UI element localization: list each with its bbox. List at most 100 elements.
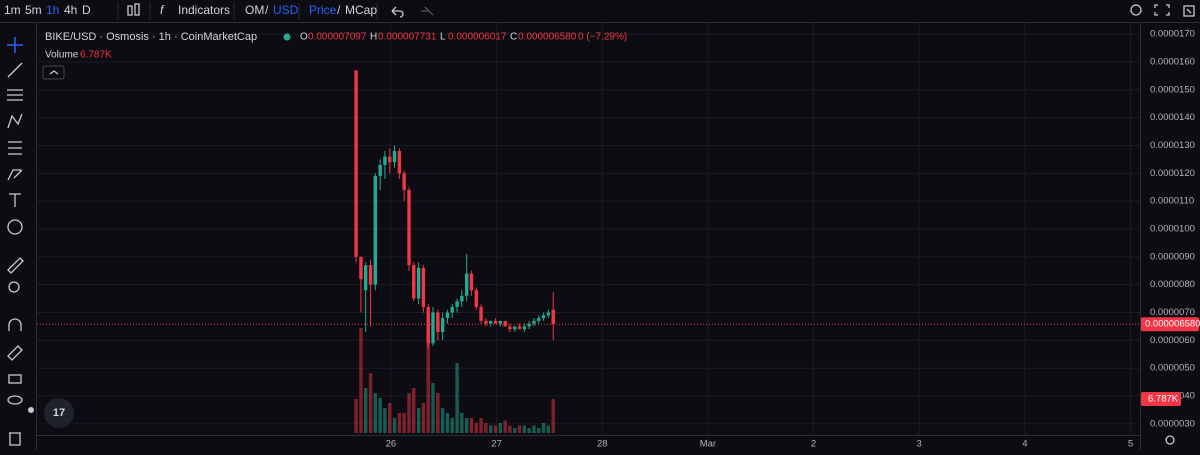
volume-bar <box>397 413 402 433</box>
y-tick-label: 0.0000110 <box>1150 196 1194 207</box>
collapse-button[interactable] <box>42 65 65 80</box>
candle-body <box>392 151 397 163</box>
snapshot-button[interactable] <box>1183 5 1195 17</box>
chart-title: BIKE/USD · Osmosis · 1h · CoinMarketCap <box>45 31 257 43</box>
volume-bar <box>426 328 430 433</box>
scroll-button[interactable] <box>28 407 34 413</box>
interval-button[interactable]: 1m <box>4 3 21 17</box>
volume-bar <box>546 425 551 433</box>
interval-button[interactable]: 5m <box>25 3 42 17</box>
interval-button[interactable]: 4h <box>64 3 77 17</box>
volume-bar <box>440 408 445 433</box>
interval-button[interactable]: D <box>82 3 91 17</box>
candle-body <box>416 267 421 299</box>
candle-body <box>445 312 450 319</box>
volume-bar <box>527 428 531 433</box>
delete-tool[interactable] <box>9 432 21 446</box>
candle-body <box>354 70 358 257</box>
zoom-tool[interactable] <box>8 281 20 293</box>
candle-body <box>368 265 373 285</box>
candle-body <box>412 265 416 299</box>
candle-type-button[interactable] <box>127 3 140 16</box>
separator-text: / <box>337 3 341 17</box>
price-mode[interactable]: Price <box>309 3 337 17</box>
candle-body <box>541 315 546 319</box>
mcap-mode[interactable]: MCap <box>345 3 377 17</box>
separator-text: / <box>265 3 269 17</box>
candle-body <box>431 312 435 344</box>
candle-body <box>450 306 454 313</box>
settings-button[interactable] <box>1130 4 1142 16</box>
stay-drawing-tool[interactable] <box>7 345 23 361</box>
volume-bar <box>493 425 498 433</box>
volume-bar <box>388 403 392 433</box>
candle-body <box>537 318 541 321</box>
volume-title: Volume <box>45 50 79 61</box>
y-tick-label: 0.0000140 <box>1150 112 1195 123</box>
candle-body <box>388 156 392 163</box>
volume-badge <box>1141 392 1181 406</box>
candle-body <box>493 320 498 324</box>
volume-bar <box>412 388 416 433</box>
volume-bar <box>488 425 493 433</box>
interval-button[interactable]: 1h <box>46 3 59 17</box>
ohlc-value: 0.000006580 <box>518 32 577 43</box>
candle-body <box>488 320 493 324</box>
candle-body <box>455 301 459 307</box>
ruler-tool[interactable] <box>7 257 24 274</box>
y-tick-label: 0.0000100 <box>1150 224 1195 235</box>
y-tick-label: 0.0000130 <box>1150 140 1195 151</box>
trendline-tool[interactable] <box>7 62 23 78</box>
candle-body <box>503 320 507 327</box>
volume-bar <box>464 418 469 433</box>
y-tick-label: 0.0000060 <box>1150 335 1195 346</box>
drawing-tools <box>7 37 24 446</box>
volume-bar <box>474 423 478 433</box>
brush-tool[interactable] <box>7 169 23 181</box>
fib-tool[interactable] <box>7 89 23 101</box>
fullscreen-button[interactable] <box>1154 4 1170 16</box>
volume-bar <box>532 425 536 433</box>
candle-body <box>469 273 474 291</box>
volume-bar <box>508 425 512 433</box>
redo-button[interactable] <box>421 6 434 16</box>
volume-bar <box>359 328 363 433</box>
y-tick-label: 0.0000080 <box>1150 279 1195 290</box>
candle-body <box>363 265 368 291</box>
x-tick-label: 3 <box>917 439 922 450</box>
last-price-label: 0.000006580 <box>1145 319 1200 330</box>
emoji-tool[interactable] <box>7 219 23 235</box>
crosshair-tool[interactable] <box>7 37 23 53</box>
volume-bar <box>537 428 541 433</box>
tv-logo[interactable] <box>44 398 74 428</box>
candle-body <box>397 151 402 174</box>
candle-body <box>474 290 478 307</box>
magnet-tool[interactable] <box>8 318 22 331</box>
symbol-quote[interactable]: USD <box>273 3 299 17</box>
candle-body <box>522 326 527 330</box>
volume-bar <box>392 418 397 433</box>
volume-bar <box>383 408 387 433</box>
fx-icon[interactable]: f <box>160 3 165 17</box>
projection-tool[interactable] <box>8 141 22 155</box>
text-tool[interactable] <box>9 193 21 207</box>
axis-settings[interactable] <box>1165 435 1175 445</box>
candle-body <box>378 164 382 177</box>
pattern-tool[interactable] <box>7 113 23 129</box>
y-tick-label: 0.0000150 <box>1150 84 1195 95</box>
hide-tool[interactable] <box>7 395 23 405</box>
x-tick-label: 2 <box>811 439 816 450</box>
candle-body <box>484 320 488 324</box>
volume-bar <box>436 393 440 433</box>
last-price-badge <box>1141 317 1199 332</box>
x-tick-label: 4 <box>1022 439 1027 450</box>
x-tick-label: 27 <box>491 439 502 450</box>
candle-body <box>421 267 426 307</box>
symbol-base[interactable]: OM <box>245 3 264 17</box>
volume-bar <box>455 363 459 433</box>
undo-button[interactable] <box>391 6 404 18</box>
candle-body <box>513 326 517 330</box>
indicators-button[interactable]: Indicators <box>178 3 230 17</box>
lock-tool[interactable] <box>8 374 22 384</box>
